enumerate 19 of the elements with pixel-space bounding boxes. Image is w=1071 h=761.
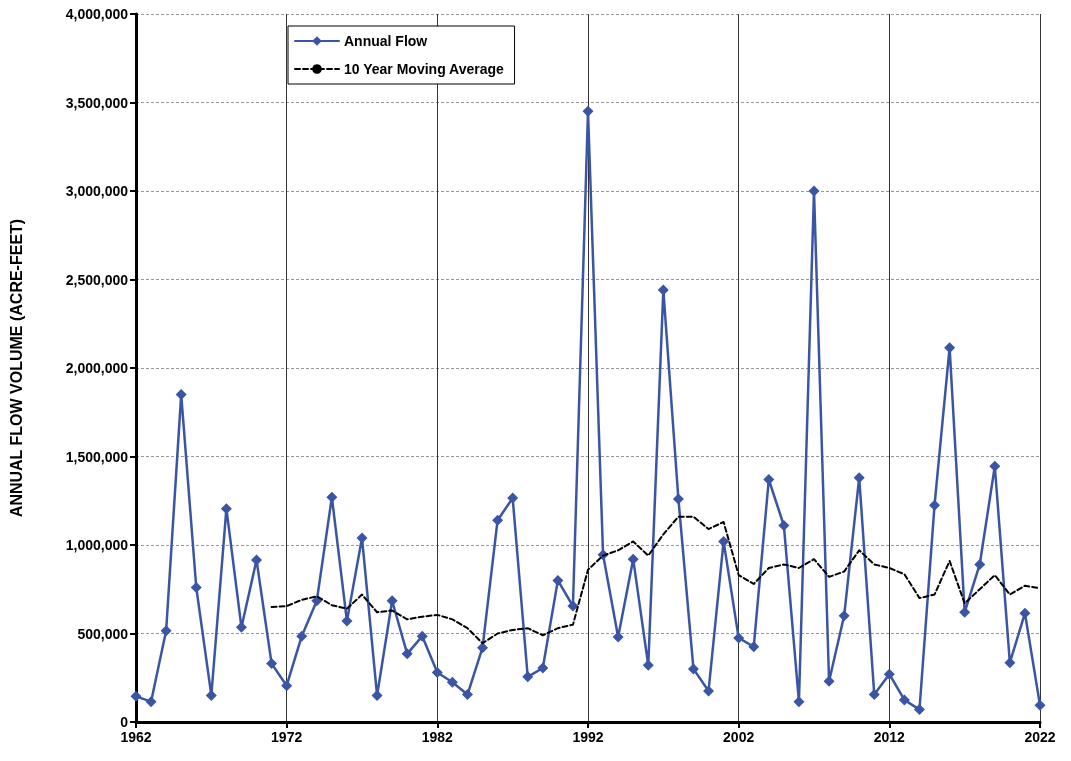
legend-label: 10 Year Moving Average: [344, 61, 504, 77]
y-tick-label: 2,000,000: [65, 360, 129, 376]
y-tick-label: 3,000,000: [65, 183, 129, 199]
y-axis-title: ANNUAL FLOW VOLUME (ACRE-FEET): [7, 218, 25, 518]
x-tick-label: 2022: [1024, 729, 1056, 745]
x-tick-label: 1992: [572, 729, 604, 745]
y-tick-label: 500,000: [77, 625, 129, 642]
y-tick-label: 1,000,000: [65, 537, 129, 553]
y-tick-label: 3,500,000: [65, 94, 129, 111]
y-tick-label: 2,500,000: [65, 271, 129, 288]
y-tick-label: 0: [120, 714, 129, 730]
x-tick-label: 1972: [271, 729, 303, 745]
x-tick-label: 2002: [723, 729, 755, 745]
y-tick-label: 1,500,000: [65, 448, 129, 465]
legend-label: Annual Flow: [344, 33, 428, 49]
x-tick-label: 2012: [873, 729, 906, 745]
x-tick-label: 1982: [421, 729, 454, 745]
x-tick-label: 1962: [120, 729, 152, 745]
y-tick-label: 4,000,000: [65, 6, 129, 22]
